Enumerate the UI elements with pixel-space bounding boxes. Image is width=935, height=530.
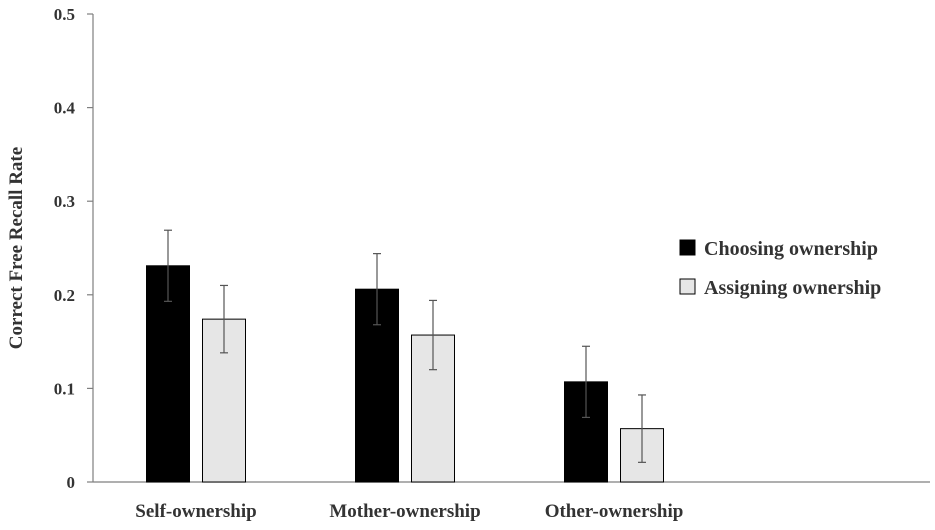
y-tick-label: 0.3 — [54, 192, 75, 211]
legend-label-choosing: Choosing ownership — [704, 238, 878, 260]
legend-swatch-choosing — [679, 239, 696, 256]
y-tick-label: 0 — [67, 473, 76, 492]
y-tick-label: 0.1 — [54, 379, 75, 398]
legend-swatch-assigning — [679, 278, 696, 295]
y-ticks: 0 0.1 0.2 0.3 0.4 0.5 — [54, 5, 93, 492]
y-tick-label: 0.5 — [54, 5, 75, 24]
legend: Choosing ownership Assigning ownership — [679, 238, 881, 299]
bars — [146, 229, 664, 483]
y-tick-label: 0.2 — [54, 286, 75, 305]
category-label: Self-ownership — [135, 501, 256, 522]
category-labels: Self-ownership Mother-ownership Other-owne… — [135, 501, 683, 522]
y-tick-label: 0.4 — [54, 99, 76, 118]
category-label: Mother-ownership — [329, 501, 480, 522]
y-axis-title: Correct Free Recall Rate — [6, 147, 27, 349]
category-label: Other-ownership — [545, 501, 684, 522]
legend-label-assigning: Assigning ownership — [704, 277, 881, 299]
